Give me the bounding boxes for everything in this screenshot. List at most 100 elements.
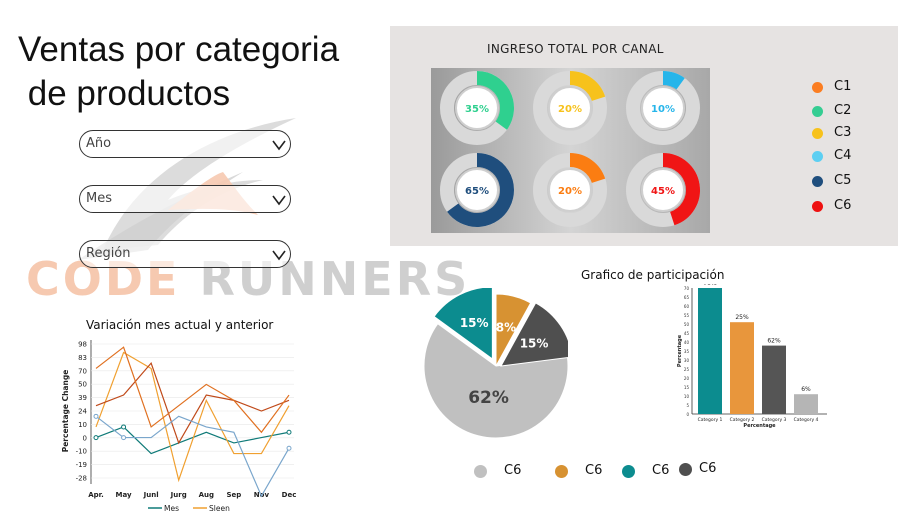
bar-y-tick: 30 [684, 358, 690, 363]
bar [730, 322, 754, 414]
line-y-axis-label: Percentage Change [61, 370, 70, 453]
month-dropdown[interactable]: Mes [79, 185, 291, 213]
line-x-tick: Aug [199, 491, 214, 499]
bar-y-tick: 45 [684, 331, 690, 336]
line-series [96, 353, 289, 481]
line-x-tick: Junl [143, 491, 159, 499]
donut-label: 10% [651, 104, 675, 115]
bar-y-tick: 40 [684, 340, 690, 345]
legend-label: C6 [834, 198, 851, 213]
bar-y-tick: 50 [684, 322, 690, 327]
bar-value-label: 62% [767, 338, 781, 345]
year-dropdown[interactable]: Año [79, 130, 291, 158]
line-marker [122, 425, 126, 429]
line-y-tick: -10 [76, 448, 87, 456]
line-y-tick: 39 [78, 394, 87, 402]
bar-y-tick: 65 [684, 295, 690, 300]
bar-y-tick: 35 [684, 349, 690, 354]
legend-label: C6 [699, 461, 716, 476]
line-legend-label: Mes [164, 504, 179, 513]
legend-label: C6 [652, 463, 669, 478]
line-x-tick: Sep [226, 491, 241, 499]
line-marker [287, 446, 291, 450]
line-y-tick: 50 [78, 381, 87, 389]
legend-dot [812, 176, 823, 187]
line-y-tick: 83 [78, 354, 87, 362]
donut-5: 20% [540, 160, 600, 220]
pie-slice-label: 15% [460, 316, 489, 330]
legend-label: C1 [834, 79, 851, 94]
line-x-tick: May [116, 491, 132, 499]
bar-y-tick: 55 [684, 313, 690, 318]
bar-y-tick: 20 [684, 376, 690, 381]
income-panel-title: INGRESO TOTAL POR CANAL [487, 42, 664, 56]
donut-label: 65% [465, 186, 489, 197]
legend-dot [812, 106, 823, 117]
legend-dot [812, 151, 823, 162]
line-y-tick: 24 [78, 408, 87, 416]
bar-y-tick: 10 [684, 394, 690, 399]
legend-dot [679, 463, 692, 476]
participation-title: Grafico de participación [581, 268, 724, 282]
bar-y-tick: 60 [684, 304, 690, 309]
line-y-tick: 0 [83, 434, 87, 442]
line-y-tick: 10 [78, 421, 87, 429]
bar-x-axis-label: Percentage [743, 423, 776, 429]
donut-4: 65% [447, 160, 507, 220]
legend-dot [622, 465, 635, 478]
legend-label: C2 [834, 103, 851, 118]
legend-label: C3 [834, 125, 851, 140]
line-y-tick: 70 [78, 367, 87, 375]
legend-label: C6 [504, 463, 521, 478]
bar-y-tick: 15 [684, 385, 690, 390]
donut-3: 10% [633, 78, 693, 138]
legend-label: C4 [834, 148, 851, 163]
line-x-tick: Dec [282, 491, 297, 499]
line-y-tick: 98 [78, 341, 87, 349]
line-legend-label: Sleen [209, 504, 230, 513]
legend-label: C6 [585, 463, 602, 478]
bar-y-tick: 25 [684, 367, 690, 372]
bar [794, 394, 818, 414]
line-marker [122, 436, 126, 440]
line-x-tick: Jurg [170, 491, 187, 499]
bar-y-tick: 0 [686, 412, 689, 417]
participation-bar-chart: 0 5 10 15 20 25 30 35 40 45 50 55 60 65 70 70% Category … [672, 284, 832, 434]
month-dropdown-label: Mes [86, 191, 112, 206]
chevron-down-icon [270, 241, 288, 267]
pie-slice-label: 62% [468, 388, 509, 408]
bar-value-label: 25% [735, 314, 749, 321]
bar [698, 288, 722, 414]
legend-label: C5 [834, 173, 851, 188]
bar-y-axis-label: Percentage [677, 334, 683, 367]
donut-1: 35% [447, 78, 507, 138]
legend-dot [474, 465, 487, 478]
donut-label: 20% [558, 186, 582, 197]
line-y-tick: -19 [76, 461, 87, 469]
legend-dot [812, 128, 823, 139]
channel-donut-grid: 35% 20% 10% 65% 20% 45% [431, 68, 710, 233]
bar-y-tick: 70 [684, 286, 690, 291]
region-dropdown-label: Región [86, 246, 131, 261]
bar-value-label: 70% [703, 284, 717, 287]
legend-dot [812, 201, 823, 212]
donut-6: 45% [633, 160, 693, 220]
bar [762, 346, 786, 414]
donut-2: 20% [540, 78, 600, 138]
pie-slice-label: 15% [520, 337, 549, 351]
line-chart-title: Variación mes actual y anterior [86, 318, 273, 332]
legend-dot [555, 465, 568, 478]
legend-dot [812, 82, 823, 93]
line-x-tick: Apr. [88, 491, 104, 499]
region-dropdown[interactable]: Región [79, 240, 291, 268]
pie-slice-label: 8% [496, 320, 516, 334]
donut-label: 35% [465, 104, 489, 115]
line-y-tick: -28 [76, 475, 87, 483]
bar-category-label: Category 4 [794, 417, 819, 423]
bar-category-label: Category 1 [698, 417, 723, 423]
line-marker [94, 436, 98, 440]
donut-label: 20% [558, 104, 582, 115]
line-marker [94, 414, 98, 418]
page-title: Ventas por categoria de productos [18, 28, 388, 116]
